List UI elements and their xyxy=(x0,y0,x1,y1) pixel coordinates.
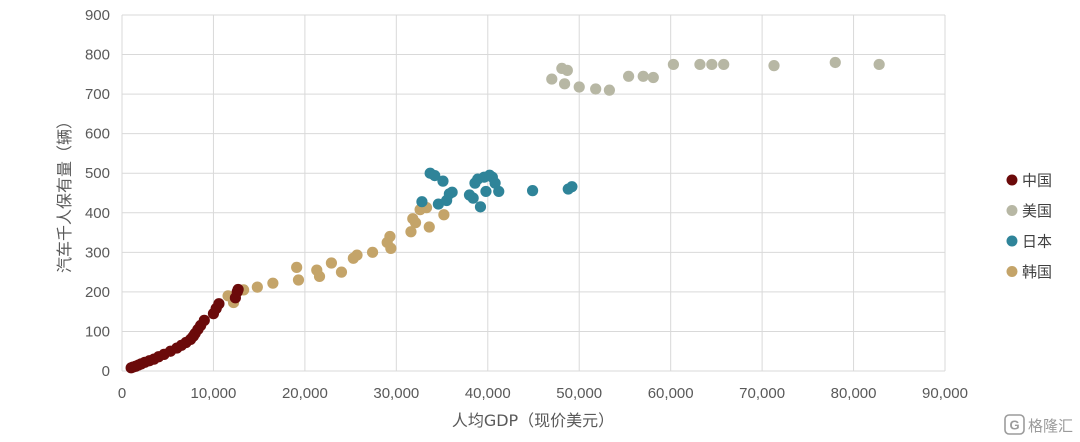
y-tick-label: 700 xyxy=(85,86,110,103)
data-point-3 xyxy=(385,242,397,254)
data-point-3 xyxy=(438,209,450,221)
data-point-2 xyxy=(467,192,479,204)
y-tick-label: 400 xyxy=(85,205,110,222)
grid-lines xyxy=(121,14,946,372)
data-point-3 xyxy=(267,277,279,289)
watermark-logo-icon xyxy=(1004,414,1025,435)
data-point-1 xyxy=(706,58,718,71)
data-point-2 xyxy=(474,201,487,213)
legend-label: 日本 xyxy=(1022,233,1052,251)
x-tick-label: 40,000 xyxy=(465,385,511,402)
data-point-3 xyxy=(351,249,363,261)
legend-label: 中国 xyxy=(1022,172,1052,190)
data-point-0 xyxy=(232,283,244,296)
data-point-1 xyxy=(768,60,780,72)
data-point-2 xyxy=(416,196,428,208)
legend-marker xyxy=(1006,205,1018,216)
x-axis-label: 人均GDP（现价美元） xyxy=(452,411,614,430)
data-point-3 xyxy=(335,266,348,278)
x-tick-label: 60,000 xyxy=(648,385,694,402)
y-tick-label: 600 xyxy=(85,126,110,143)
watermark-logo-glyph: G xyxy=(1009,418,1019,433)
data-point-3 xyxy=(291,261,303,273)
x-tick-label: 70,000 xyxy=(739,385,785,402)
legend-marker xyxy=(1006,266,1018,277)
watermark: G 格隆汇 xyxy=(1004,414,1073,435)
data-point-3 xyxy=(366,246,379,258)
data-point-0 xyxy=(198,314,210,326)
y-tick-label: 0 xyxy=(102,363,110,380)
y-tick-label: 800 xyxy=(85,47,110,64)
watermark-text: 格隆汇 xyxy=(1028,417,1073,435)
y-tick-label: 500 xyxy=(85,165,110,182)
data-point-2 xyxy=(526,185,539,197)
data-point-3 xyxy=(405,226,417,238)
data-point-2 xyxy=(566,181,578,193)
y-tick-label: 300 xyxy=(85,244,110,261)
data-point-1 xyxy=(561,64,573,76)
x-tick-label: 20,000 xyxy=(282,385,328,402)
legend-label: 韩国 xyxy=(1022,263,1052,281)
data-point-1 xyxy=(637,70,649,82)
x-tick-label: 80,000 xyxy=(831,385,877,402)
data-point-1 xyxy=(546,73,558,85)
y-tick-label: 900 xyxy=(85,7,110,24)
data-point-1 xyxy=(573,81,585,93)
y-tick-label: 200 xyxy=(85,284,110,301)
data-point-3 xyxy=(251,281,263,293)
data-point-2 xyxy=(493,185,505,198)
x-tick-label: 30,000 xyxy=(373,385,419,402)
data-point-1 xyxy=(694,58,706,71)
x-tick-label: 10,000 xyxy=(190,385,236,402)
data-point-1 xyxy=(873,58,885,71)
data-point-1 xyxy=(829,56,841,69)
data-point-2 xyxy=(429,169,441,182)
data-point-1 xyxy=(623,70,635,82)
data-points xyxy=(125,56,885,374)
data-point-3 xyxy=(409,217,422,229)
data-point-1 xyxy=(647,71,659,84)
data-point-1 xyxy=(718,58,730,71)
data-point-2 xyxy=(480,185,492,198)
data-point-3 xyxy=(325,257,338,269)
data-point-3 xyxy=(423,221,435,233)
data-point-2 xyxy=(446,186,458,198)
x-tick-label: 90,000 xyxy=(922,385,968,402)
legend-label: 美国 xyxy=(1022,202,1052,220)
data-point-3 xyxy=(313,270,326,283)
data-point-1 xyxy=(667,58,680,71)
data-point-3 xyxy=(292,274,305,286)
data-point-1 xyxy=(590,83,602,95)
data-point-2 xyxy=(437,175,449,187)
y-axis-label: 汽车千人保有量（辆） xyxy=(55,113,74,273)
legend-marker xyxy=(1006,174,1018,186)
data-point-3 xyxy=(384,230,396,243)
x-axis-ticks: 0 10,000 20,000 30,000 40,000 50,000 60,000 70,… xyxy=(118,385,968,402)
y-axis-ticks: 0 100 200 300 400 500 600 700 800 900 xyxy=(85,7,110,380)
data-point-0 xyxy=(213,298,225,310)
data-point-1 xyxy=(558,78,571,90)
x-tick-label: 50,000 xyxy=(556,385,602,402)
x-tick-label: 0 xyxy=(118,385,126,402)
data-point-1 xyxy=(603,84,615,96)
y-tick-label: 100 xyxy=(85,323,110,340)
legend-marker xyxy=(1006,235,1018,247)
